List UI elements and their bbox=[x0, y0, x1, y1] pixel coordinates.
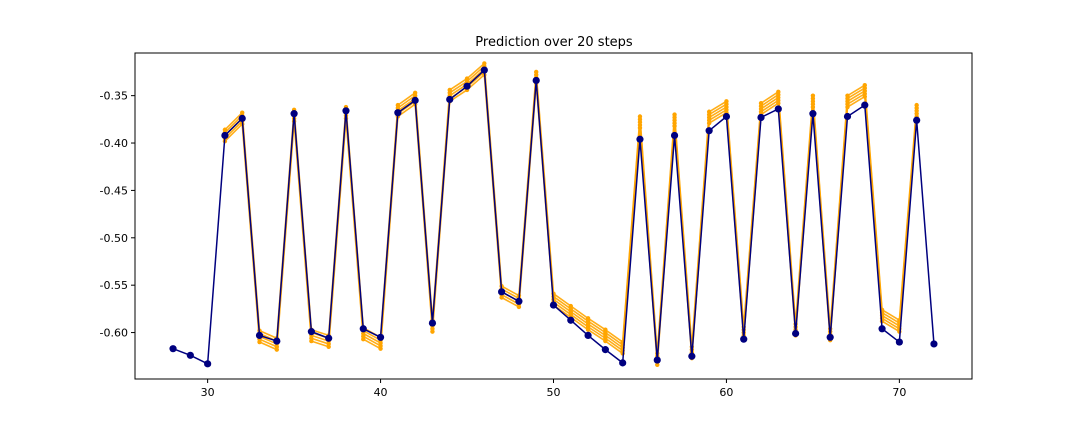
prediction-point bbox=[585, 316, 591, 321]
prediction-point bbox=[482, 61, 487, 66]
actual-point bbox=[757, 113, 765, 122]
actual-point bbox=[428, 319, 437, 327]
actual-point bbox=[670, 131, 679, 140]
actual-point bbox=[169, 345, 177, 353]
x-tick-label: 30 bbox=[201, 386, 215, 399]
actual-point bbox=[722, 112, 731, 121]
prediction-point bbox=[724, 99, 729, 104]
actual-point bbox=[688, 352, 696, 360]
actual-point bbox=[843, 112, 852, 121]
prediction-point bbox=[603, 327, 608, 332]
prediction-point bbox=[758, 101, 764, 106]
prediction-point bbox=[706, 109, 712, 114]
actual-point bbox=[204, 360, 212, 368]
actual-point bbox=[636, 135, 644, 143]
actual-point bbox=[221, 131, 229, 140]
actual-point bbox=[255, 331, 264, 340]
prediction-point bbox=[862, 83, 867, 88]
prediction-point bbox=[222, 127, 228, 132]
actual-point bbox=[930, 340, 938, 348]
actual-point bbox=[325, 334, 333, 342]
actual-point bbox=[290, 110, 298, 118]
actual-point bbox=[740, 335, 748, 343]
y-tick-label: -0.50 bbox=[100, 232, 128, 245]
prediction-point bbox=[412, 90, 418, 96]
prediction-point bbox=[395, 102, 401, 108]
y-tick-label: -0.35 bbox=[100, 90, 128, 103]
actual-point bbox=[601, 346, 609, 354]
prediction-point bbox=[240, 110, 245, 115]
prediction-point bbox=[464, 76, 470, 81]
prediction-point bbox=[447, 87, 452, 93]
y-tick-label: -0.60 bbox=[100, 327, 128, 340]
prediction-point bbox=[637, 114, 643, 119]
x-tick-label: 60 bbox=[719, 386, 733, 399]
chart-title: Prediction over 20 steps bbox=[475, 35, 633, 50]
actual-point bbox=[619, 359, 627, 367]
actual-point bbox=[549, 301, 558, 309]
actual-point bbox=[480, 66, 488, 74]
actual-point bbox=[463, 82, 471, 90]
prediction-point bbox=[810, 93, 816, 98]
x-tick-label: 50 bbox=[547, 386, 561, 399]
actual-point bbox=[498, 288, 506, 296]
prediction-point bbox=[534, 69, 539, 75]
actual-point bbox=[913, 116, 921, 124]
actual-point bbox=[567, 316, 575, 324]
x-tick-label: 40 bbox=[374, 386, 388, 399]
actual-point bbox=[653, 356, 661, 364]
actual-point bbox=[895, 338, 903, 346]
actual-point bbox=[376, 333, 385, 341]
actual-point bbox=[809, 110, 817, 118]
y-tick-label: -0.45 bbox=[100, 184, 128, 197]
actual-point bbox=[584, 331, 592, 340]
actual-point bbox=[394, 109, 402, 117]
actual-point bbox=[186, 351, 194, 359]
actual-point bbox=[515, 297, 523, 305]
prediction-point bbox=[776, 89, 781, 95]
y-tick-label: -0.40 bbox=[100, 137, 128, 150]
plot-area bbox=[169, 61, 938, 368]
actual-point bbox=[307, 328, 315, 336]
actual-point bbox=[342, 107, 350, 115]
actual-point bbox=[705, 127, 713, 135]
prediction-point bbox=[672, 112, 677, 117]
actual-point bbox=[238, 114, 246, 122]
axes: 30 40 50 60 70 -0.35 -0.40 -0.45 -0.50 -0.55 -0.60 bbox=[100, 52, 973, 399]
actual-point bbox=[411, 96, 419, 104]
y-tick-label: -0.55 bbox=[100, 279, 128, 292]
prediction-point bbox=[914, 102, 919, 108]
actual-point bbox=[878, 325, 886, 333]
actual-point bbox=[826, 333, 834, 341]
prediction-point bbox=[568, 303, 573, 309]
actual-point bbox=[861, 101, 869, 109]
actual-point bbox=[532, 76, 540, 85]
actual-point bbox=[774, 105, 782, 113]
actual-point bbox=[273, 337, 281, 345]
prediction-point bbox=[845, 93, 850, 98]
actual-point bbox=[792, 329, 800, 338]
actual-point bbox=[359, 325, 367, 333]
x-tick-label: 70 bbox=[892, 386, 906, 399]
actual-point bbox=[446, 95, 454, 104]
